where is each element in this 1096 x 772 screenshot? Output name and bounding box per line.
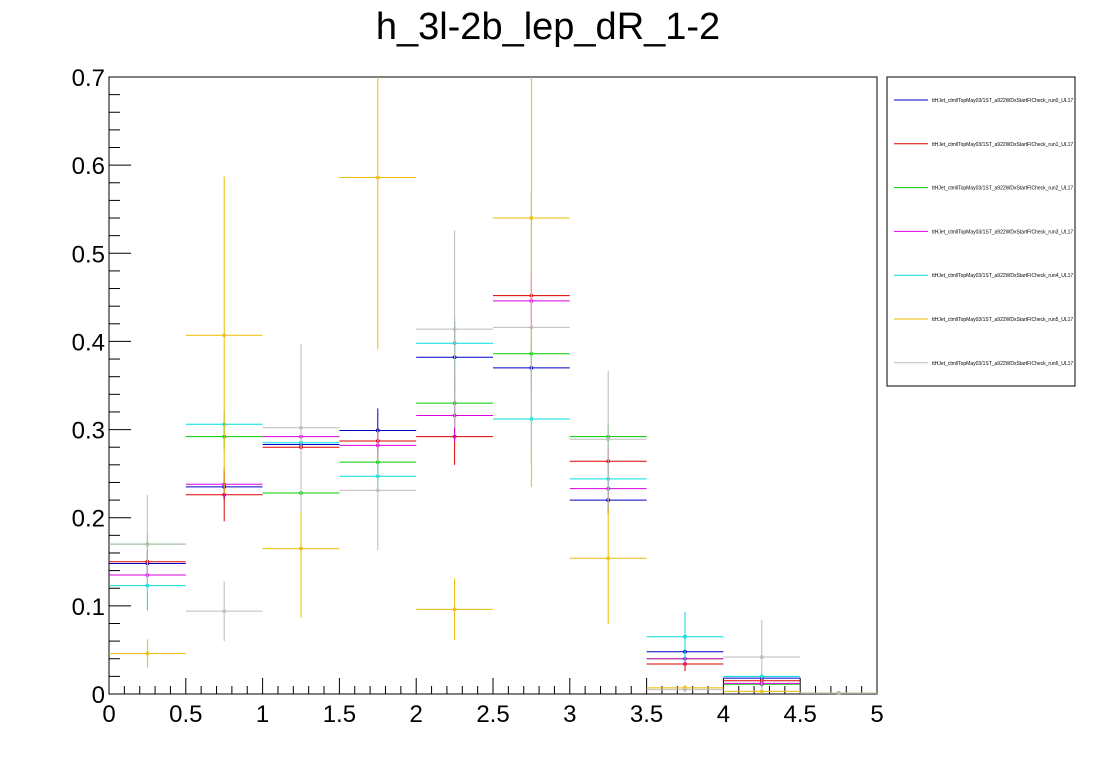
legend-label: ttHJet_ctmllTopMay03/1ST_a922WDxStartFIC… [932,361,1073,367]
x-tick-label: 1 [256,701,269,728]
data-point [222,333,227,338]
data-point [606,556,611,561]
data-point [606,437,611,442]
data-point [759,655,764,659]
legend-label: ttHJet_ctmllTopMay03/1ST_a922WDxStartFIC… [932,229,1073,235]
data-point [836,691,841,696]
legend-label: ttHJet_ctmllTopMay03/1ST_a922WDxStartFIC… [932,98,1073,104]
data-point [375,488,380,493]
data-point [529,325,534,330]
y-tick-label: 0.2 [72,506,105,533]
legend: ttHJet_ctmllTopMay03/1ST_a922WDxStartFIC… [886,76,1076,387]
y-tick-label: 0 [92,682,105,709]
data-point [145,651,150,656]
legend-label: ttHJet_ctmllTopMay03/1ST_a922WDxStartFIC… [932,186,1073,192]
y-tick-label: 0.4 [72,329,105,356]
x-tick-label: 4.5 [784,701,817,728]
x-tick-label: 3 [563,701,576,728]
y-tick-label: 0.6 [72,153,105,180]
legend-label: ttHJet_ctmllTopMay03/1ST_a922WDxStartFIC… [932,142,1073,148]
x-tick-label: 5 [870,701,883,728]
y-tick-label: 0.1 [72,594,105,621]
axis-ticks: 0 0.5 1 1.5 2 2.5 3 3.5 4 4.5 5 0 0.1 0.2 0.3 0.4 0.5 0.6… [72,65,884,728]
chart-title: h_3l-2b_lep_dR_1-2 [375,6,721,48]
data-point [375,175,380,180]
x-tick-label: 0.5 [169,701,202,728]
data-point [299,425,303,430]
x-tick-label: 3.5 [630,701,663,728]
data-point [683,634,687,639]
data-point [452,327,457,331]
data-point [222,609,227,614]
x-tick-label: 2.5 [476,701,509,728]
x-tick-label: 4 [717,701,730,728]
series-6 [109,190,877,696]
y-tick-label: 0.5 [72,241,105,268]
x-tick-label: 1.5 [323,701,356,728]
data-point [145,542,150,547]
y-tick-label: 0.7 [72,65,105,92]
x-tick-label: 0 [102,701,115,728]
data-point [683,687,687,692]
data-point [452,607,457,612]
data-point [299,546,303,551]
data-series [109,77,877,696]
legend-label: ttHJet_ctmllTopMay03/1ST_a922WDxStartFIC… [932,273,1073,279]
y-tick-label: 0.3 [72,418,105,445]
x-tick-label: 2 [410,701,423,728]
legend-label: ttHJet_ctmllTopMay03/1ST_a922WDxStartFIC… [932,317,1073,323]
